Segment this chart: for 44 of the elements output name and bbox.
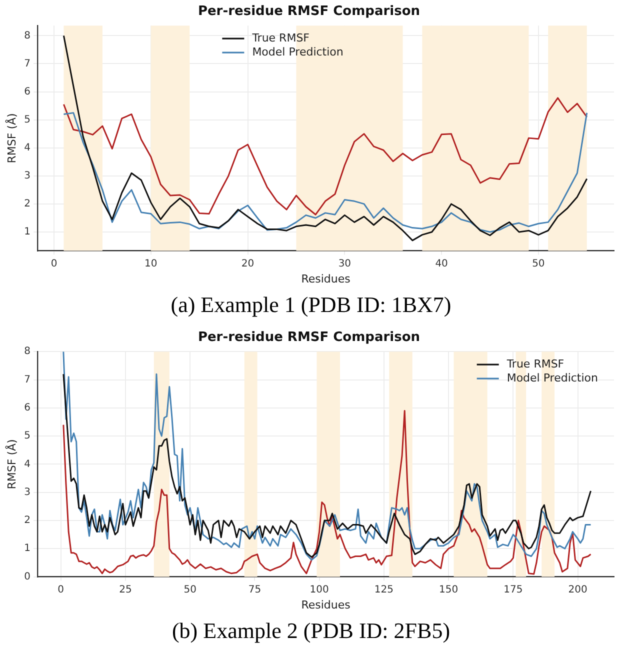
x-tick-label: 75 [248, 584, 262, 596]
x-tick-label: 175 [504, 584, 523, 596]
x-tick-label: 25 [119, 584, 132, 596]
x-tick-label: 50 [532, 258, 545, 270]
y-tick-label: 8 [24, 346, 31, 358]
y-tick-label: 2 [24, 198, 31, 210]
y-tick-label: 1 [24, 226, 31, 238]
y-tick-label: 2 [24, 515, 31, 526]
text: (b) Example 2 (PDB ID: 2FB5) [170, 617, 452, 645]
y-tick-label: 7 [24, 374, 31, 386]
x-tick-label: 100 [310, 584, 329, 596]
y-tick-label: 4 [24, 458, 31, 470]
legend-label: True RMSF [251, 31, 310, 44]
y-tick-label: 6 [24, 402, 31, 414]
x-tick-label: 30 [338, 258, 352, 270]
y-tick-label: 8 [24, 30, 31, 42]
y-tick-label: 5 [24, 114, 31, 126]
y-tick-label: 5 [24, 430, 31, 442]
x-axis-title: Residues [301, 272, 351, 286]
y-tick-label: 4 [24, 142, 31, 154]
x-tick-label: 200 [568, 584, 588, 596]
x-tick-label: 40 [435, 258, 448, 270]
legend-label: Model Prediction [506, 371, 598, 384]
y-tick-label: 3 [24, 486, 31, 498]
x-tick-label: 20 [241, 258, 254, 270]
y-tick-label: 0 [24, 571, 31, 582]
y-tick-label: 1 [24, 543, 31, 554]
x-tick-label: 50 [184, 584, 196, 596]
x-tick-label: 150 [439, 584, 458, 596]
y-tick-label: 7 [24, 58, 31, 70]
chart-title: Per-residue RMSF Comparison [198, 4, 420, 20]
x-axis-title: Residues [301, 598, 351, 612]
legend-label: True RMSF [506, 357, 564, 370]
y-tick-label: 3 [24, 170, 31, 182]
chart-title: Per-residue RMSF Comparison [198, 330, 420, 346]
x-tick-label: 0 [58, 584, 64, 596]
text: (a) Example 1 (PDB ID: 1BX7) [170, 291, 452, 319]
y-tick-label: 6 [24, 86, 31, 98]
y-axis-title: RMSF (Å) [4, 113, 18, 164]
legend-label: Model Prediction [252, 45, 344, 58]
y-axis-title: RMSF (Å) [4, 439, 18, 490]
x-tick-label: 0 [50, 258, 58, 270]
x-tick-label: 125 [374, 584, 394, 596]
x-tick-label: 10 [144, 258, 158, 270]
